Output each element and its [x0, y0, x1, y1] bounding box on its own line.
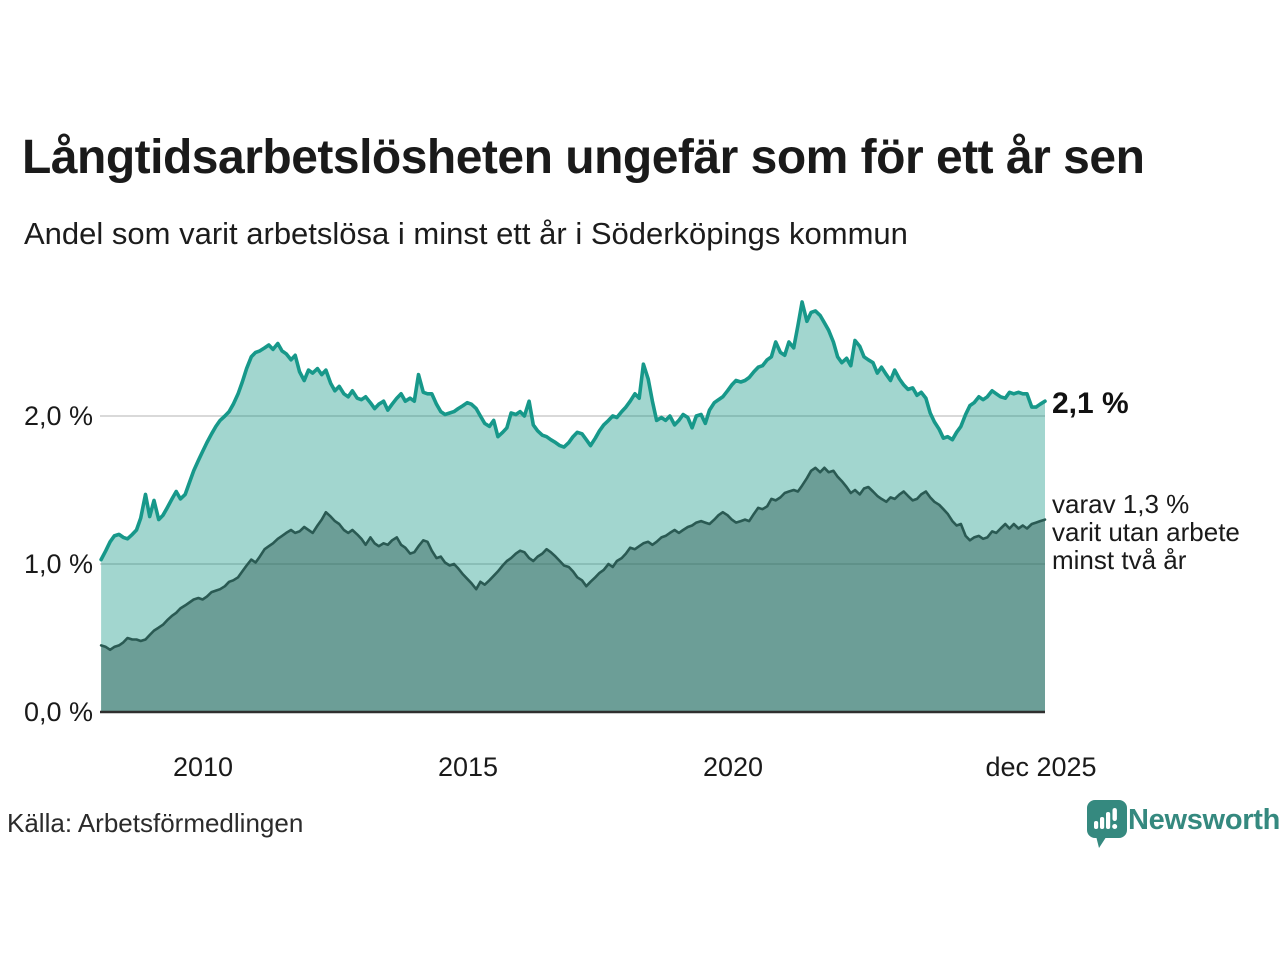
series-total-line — [99, 300, 1047, 562]
y-axis-tick-2: 2,0 % — [23, 401, 93, 431]
page-subtitle: Andel som varit arbetslösa i minst ett å… — [24, 216, 908, 251]
long2-label-line-1: varav 1,3 % — [1052, 489, 1190, 519]
long2-label-line-3: minst två år — [1052, 545, 1187, 575]
y-axis-tick-1: 1,0 % — [23, 549, 93, 579]
series-long2-area — [101, 467, 1046, 712]
x-axis-tick-dec-2025: dec 2025 — [985, 752, 1097, 782]
newsworthy-logo-icon — [1087, 800, 1127, 848]
series-long2-line — [99, 466, 1047, 652]
source-credit: Källa: Arbetsförmedlingen — [7, 808, 304, 838]
gridlines — [100, 415, 1045, 565]
long2-end-value-label: varav 1,3 % varit utan arbete minst två … — [1052, 490, 1240, 574]
y-axis-tick-0: 0,0 % — [23, 697, 93, 727]
x-axis-tick-2010: 2010 — [172, 752, 234, 782]
x-axis-tick-2015: 2015 — [437, 752, 499, 782]
total-end-value-label: 2,1 % — [1052, 387, 1129, 420]
newsworthy-brand-name: Newsworthy — [1128, 804, 1280, 836]
x-axis-tick-2020: 2020 — [702, 752, 764, 782]
series-total-area — [101, 302, 1046, 712]
long2-label-line-2: varit utan arbete — [1052, 517, 1240, 547]
bar-chart-icon — [1094, 808, 1118, 829]
page-title: Långtidsarbetslösheten ungefär som för e… — [22, 131, 1145, 184]
